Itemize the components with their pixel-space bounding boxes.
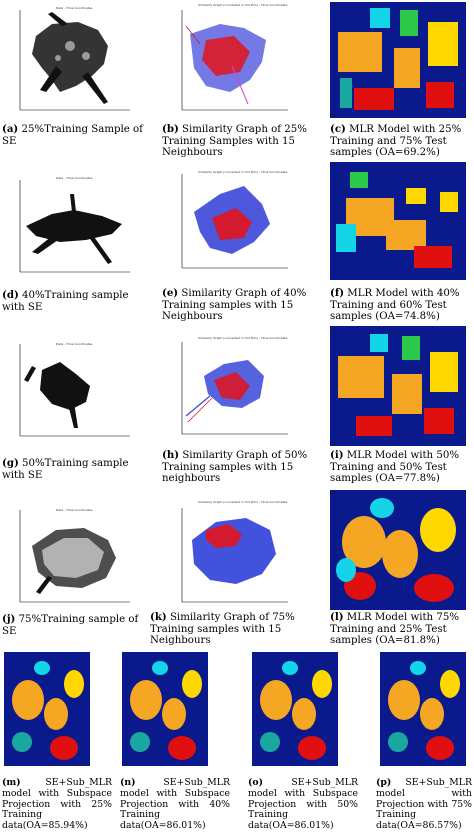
caption-d: (d) 40%Training sample with SE [2,289,152,313]
caption-b: (b) Similarity Graph of 25% Training Sam… [162,123,322,159]
caption-text-j: 75%Training sample of SE [2,614,139,637]
plot-title-a: Data - Time Coordinates [56,6,93,10]
caption-tag-n: (n) [120,777,136,788]
caption-text-k: Similarity Graph of 75% Training samples… [150,612,295,647]
caption-tag-a: (a) [2,123,19,135]
caption-tag-p: (p) [376,777,392,788]
caption-f: (f) MLR Model with 40% Training and 60% … [330,287,472,323]
caption-o: (o) SE+Sub_MLR model with Subspace Proje… [248,777,358,832]
caption-tag-b: (b) [162,123,179,135]
classification-map-c [330,2,466,118]
classification-map-o [252,652,338,766]
caption-a: (a) 25%Training Sample of SE [2,123,150,147]
similarity-graph-b [181,10,288,111]
classification-map-i [330,326,466,446]
classification-map-n [122,652,208,766]
caption-p: (p) SE+Sub_MLR model with Projection wit… [376,777,472,832]
caption-text-a: 25%Training Sample of SE [2,124,143,147]
plot-title-h: Similarity Graph (connected in 3rd Dim) … [198,336,288,340]
caption-g: (g) 50%Training sample with SE [2,457,152,481]
caption-text-c: MLR Model with 25% Training and 75% Test… [330,124,462,159]
caption-text-m: SE+Sub_MLR model with Subspace Projectio… [2,777,112,832]
caption-tag-k: (k) [150,611,167,623]
caption-text-i: MLR Model with 50% Training and 50% Test… [330,450,459,485]
caption-tag-l: (l) [330,611,344,623]
caption-tag-f: (f) [330,287,345,299]
caption-text-f: MLR Model with 40% Training and 60% Test… [330,288,460,323]
caption-text-p: SE+Sub_MLR model with Projection with 75… [376,777,472,832]
plot-title-d: Data - Time Coordinates [56,176,93,180]
caption-tag-i: (i) [330,449,344,461]
caption-text-n: SE+Sub_MLR model with Subspace Projectio… [120,777,230,832]
plot-title-e: Similarity Graph (connected in 3rd Dim) … [198,170,288,174]
caption-n: (n) SE+Sub_MLR model with Subspace Proje… [120,777,230,832]
caption-text-g: 50%Training sample with SE [2,458,129,481]
caption-l: (l) MLR Model with 75% Training and 25% … [330,611,472,647]
caption-text-o: SE+Sub_MLR model with Subspace Projectio… [248,777,358,832]
classification-map-l [330,490,466,610]
similarity-graph-e [181,174,288,269]
caption-h: (h) Similarity Graph of 50% Training sam… [162,449,322,485]
caption-text-b: Similarity Graph of 25% Training Samples… [162,124,307,159]
caption-c: (c) MLR Model with 25% Training and 75% … [330,123,472,159]
plot-title-k: Similarity Graph (connected in 3rd Dim) … [198,500,288,504]
similarity-graph-k [181,508,288,603]
plot-title-j: Data - Time Coordinates [56,508,93,512]
caption-text-d: 40%Training sample with SE [2,290,129,313]
classification-map-p [380,652,466,766]
plot-title-g: Data - Time Coordinates [56,342,93,346]
similarity-graph-h [181,342,288,435]
caption-i: (i) MLR Model with 50% Training and 50% … [330,449,472,485]
caption-tag-d: (d) [2,289,19,301]
caption-tag-m: (m) [2,777,21,788]
caption-text-l: MLR Model with 75% Training and 25% Test… [330,612,459,647]
caption-tag-e: (e) [162,287,179,299]
caption-tag-c: (c) [330,123,346,135]
scatter-plot-g [19,344,130,437]
caption-j: (j) 75%Training sample of SE [2,613,152,637]
scatter-plot-j [19,510,130,603]
caption-e: (e) Similarity Graph of 40% Training sam… [162,287,322,323]
caption-tag-o: (o) [248,777,263,788]
caption-text-e: Similarity Graph of 40% Training samples… [162,288,307,323]
caption-tag-h: (h) [162,449,180,461]
caption-tag-g: (g) [2,457,19,469]
classification-map-m [4,652,90,766]
scatter-plot-a [19,10,130,111]
caption-tag-j: (j) [2,613,16,625]
caption-m: (m) SE+Sub_MLR model with Subspace Proje… [2,777,112,832]
plot-title-b: Similarity Graph (connected in 3rd Dim) … [198,3,288,7]
caption-k: (k) Similarity Graph of 75% Training sam… [150,611,326,647]
scatter-plot-d [19,180,130,273]
caption-text-h: Similarity Graph of 50% Training samples… [162,450,308,485]
classification-map-f [330,162,466,280]
